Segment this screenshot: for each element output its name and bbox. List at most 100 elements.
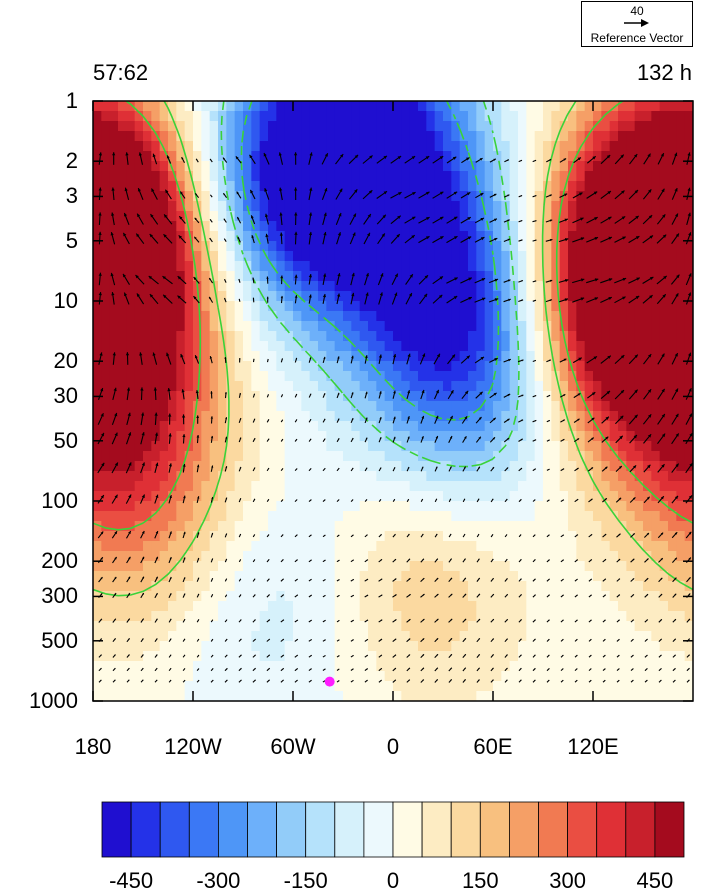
field-cell bbox=[201, 271, 211, 282]
field-cell bbox=[584, 381, 594, 392]
field-cell bbox=[168, 221, 177, 232]
field-cell bbox=[268, 551, 277, 562]
field-cell bbox=[176, 331, 186, 342]
field-cell bbox=[601, 571, 611, 582]
field-cell bbox=[659, 171, 669, 182]
wind-vector bbox=[336, 293, 341, 305]
field-cell bbox=[518, 131, 527, 142]
field-cell bbox=[143, 451, 152, 462]
field-cell bbox=[593, 481, 602, 492]
field-cell bbox=[651, 471, 661, 482]
field-cell bbox=[318, 281, 327, 292]
field-cell bbox=[584, 681, 594, 692]
field-cell bbox=[509, 571, 519, 582]
field-cell bbox=[251, 211, 261, 222]
field-cell bbox=[426, 441, 436, 452]
field-cell bbox=[459, 321, 469, 332]
field-cell bbox=[601, 401, 611, 412]
field-cell bbox=[93, 171, 102, 182]
field-cell bbox=[309, 151, 319, 162]
wind-vector bbox=[600, 236, 613, 243]
field-cell bbox=[684, 301, 693, 312]
field-cell bbox=[418, 111, 427, 122]
wind-vector bbox=[124, 187, 130, 201]
field-cell bbox=[518, 661, 527, 672]
field-cell bbox=[459, 601, 469, 612]
wind-vector bbox=[434, 533, 438, 538]
wind-vector bbox=[238, 298, 241, 302]
wind-vector bbox=[490, 466, 495, 472]
field-cell bbox=[468, 671, 477, 682]
field-cell bbox=[559, 121, 569, 132]
field-cell bbox=[418, 291, 427, 302]
field-cell bbox=[176, 611, 186, 622]
field-cell bbox=[576, 681, 586, 692]
field-cell bbox=[251, 381, 261, 392]
field-cell bbox=[668, 521, 677, 532]
field-cell bbox=[284, 121, 294, 132]
wind-vector bbox=[420, 498, 424, 503]
wind-vector bbox=[560, 468, 565, 472]
field-cell bbox=[209, 591, 219, 602]
field-cell bbox=[376, 301, 386, 312]
field-cell bbox=[201, 541, 211, 552]
wind-vector bbox=[588, 578, 593, 582]
field-cell bbox=[218, 141, 227, 152]
field-cell bbox=[518, 541, 527, 552]
field-cell bbox=[643, 671, 652, 682]
field-cell bbox=[418, 411, 427, 422]
field-cell bbox=[201, 341, 211, 352]
field-cell bbox=[601, 451, 611, 462]
field-cell bbox=[559, 641, 569, 652]
field-cell bbox=[118, 101, 127, 112]
field-cell bbox=[376, 181, 386, 192]
field-cell bbox=[234, 341, 244, 352]
field-cell bbox=[609, 151, 619, 162]
field-cell bbox=[259, 241, 269, 252]
field-cell bbox=[626, 411, 636, 422]
wind-vector bbox=[392, 533, 396, 538]
field-cell bbox=[343, 201, 352, 212]
field-cell bbox=[659, 331, 669, 342]
field-cell bbox=[251, 111, 261, 122]
field-cell bbox=[376, 531, 386, 542]
field-cell bbox=[576, 571, 586, 582]
field-cell bbox=[643, 481, 652, 492]
field-cell bbox=[526, 441, 536, 452]
wind-vector bbox=[448, 466, 452, 472]
field-cell bbox=[618, 381, 627, 392]
field-cell bbox=[218, 571, 227, 582]
wind-vector bbox=[308, 468, 312, 472]
field-cell bbox=[268, 501, 277, 512]
field-cell bbox=[634, 131, 644, 142]
field-cell bbox=[151, 581, 161, 592]
field-cell bbox=[259, 611, 269, 622]
field-cell bbox=[293, 391, 302, 402]
field-cell bbox=[501, 571, 511, 582]
field-cell bbox=[426, 351, 436, 362]
field-cell bbox=[534, 271, 544, 282]
field-cell bbox=[601, 301, 611, 312]
field-cell bbox=[359, 501, 369, 512]
field-cell bbox=[618, 241, 627, 252]
field-cell bbox=[393, 621, 402, 632]
field-cell bbox=[226, 631, 236, 642]
field-cell bbox=[501, 331, 511, 342]
field-cell bbox=[443, 401, 452, 412]
field-cell bbox=[609, 231, 619, 242]
field-cell bbox=[193, 121, 202, 132]
field-cell bbox=[118, 361, 127, 372]
field-cell bbox=[118, 281, 127, 292]
field-cell bbox=[326, 381, 336, 392]
field-cell bbox=[368, 451, 377, 462]
field-cell bbox=[301, 231, 311, 242]
field-cell bbox=[543, 691, 552, 701]
field-cell bbox=[626, 381, 636, 392]
field-cell bbox=[151, 441, 161, 452]
field-cell bbox=[501, 621, 511, 632]
field-cell bbox=[276, 231, 286, 242]
wind-vector bbox=[154, 412, 158, 425]
field-cell bbox=[401, 121, 411, 132]
field-cell bbox=[368, 231, 377, 242]
field-cell bbox=[151, 231, 161, 242]
